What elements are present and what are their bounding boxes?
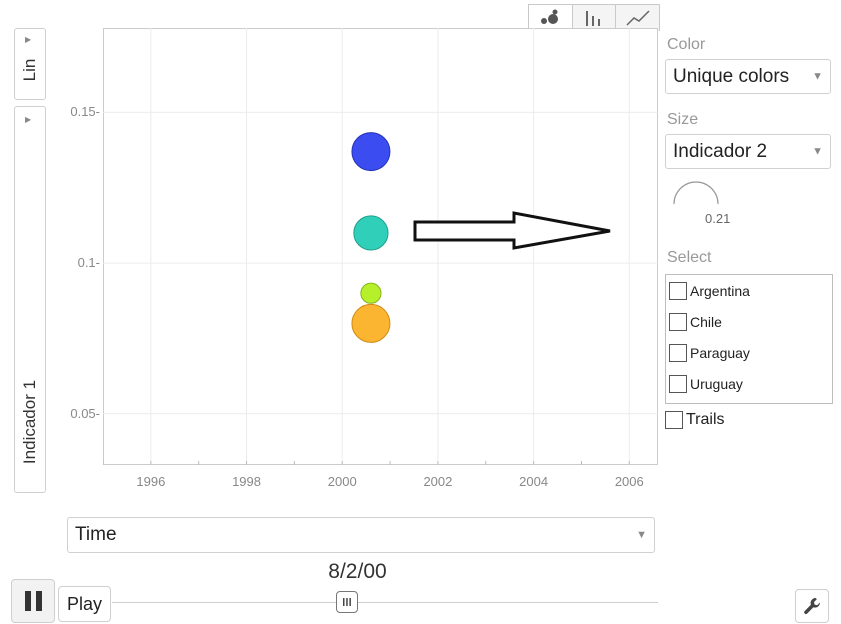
bubble-chart-icon	[541, 9, 559, 24]
x-tick-label: 1998	[232, 474, 261, 489]
x-axis-selector[interactable]: Time ▼	[67, 517, 655, 553]
settings-wrench-button[interactable]	[795, 589, 829, 623]
current-time-label: 8/2/00	[328, 560, 387, 583]
y-tick-label: 0.15-	[70, 104, 100, 120]
chevron-down-icon: ▼	[812, 145, 823, 157]
y-scale-label: Lin	[20, 58, 39, 81]
x-tick-label: 1996	[136, 474, 166, 489]
color-dropdown-value: Unique colors	[673, 66, 790, 87]
y-axis-selector[interactable]: ▶ Indicador 1	[14, 106, 46, 493]
tab-line-chart[interactable]	[615, 5, 660, 31]
trails-checkbox[interactable]	[665, 411, 683, 429]
trails-label: Trails	[686, 411, 725, 428]
size-gauge-value: 0.21	[705, 211, 731, 226]
list-item[interactable]: Paraguay	[669, 342, 750, 364]
checkbox-argentina[interactable]	[669, 282, 687, 300]
y-axis-dropdown-arrow-icon: ▶	[25, 115, 32, 124]
color-dropdown[interactable]: Unique colors ▼	[665, 59, 831, 94]
list-item[interactable]: Argentina	[669, 280, 750, 302]
size-dropdown-value: Indicador 2	[673, 141, 768, 162]
list-item-label: Chile	[690, 314, 722, 330]
x-tick-label: 2004	[519, 474, 549, 489]
tab-bubble-chart[interactable]	[529, 5, 572, 31]
pause-button[interactable]	[11, 579, 55, 623]
select-label: Select	[667, 249, 712, 266]
bubble-point[interactable]	[351, 132, 391, 172]
grip-icon	[342, 598, 351, 606]
trails-toggle[interactable]: Trails	[665, 409, 725, 431]
checkbox-paraguay[interactable]	[669, 344, 687, 362]
x-tick-label: 2002	[423, 474, 453, 489]
bubble-point[interactable]	[360, 282, 382, 304]
wrench-icon	[804, 598, 821, 615]
bubble-point[interactable]	[353, 215, 389, 251]
scale-dropdown-arrow-icon: ▶	[25, 35, 32, 44]
pause-icon-bar	[36, 591, 42, 611]
select-listbox: Argentina Chile Paraguay Uruguay	[665, 274, 833, 404]
right-arrow-annotation	[413, 211, 611, 250]
time-slider-thumb[interactable]	[335, 591, 358, 613]
y-scale-button[interactable]: ▶ Lin	[14, 28, 46, 100]
chevron-down-icon: ▼	[636, 529, 647, 541]
size-dropdown[interactable]: Indicador 2 ▼	[665, 134, 831, 169]
tab-bar-chart[interactable]	[571, 5, 616, 31]
bubble-chart[interactable]	[103, 28, 658, 465]
chart-type-tabs	[528, 4, 660, 31]
y-tick-label: 0.05-	[70, 405, 100, 421]
x-tick-label: 2000	[327, 474, 357, 489]
checkbox-uruguay[interactable]	[669, 375, 687, 393]
pause-icon	[25, 591, 31, 611]
x-axis-label: Time	[75, 524, 117, 545]
size-gauge-icon	[673, 181, 719, 205]
time-slider-track[interactable]	[112, 602, 658, 603]
list-item-label: Argentina	[690, 283, 750, 299]
list-item[interactable]: Chile	[669, 311, 722, 333]
chevron-down-icon: ▼	[812, 70, 823, 82]
list-item[interactable]: Uruguay	[669, 373, 743, 395]
list-item-label: Paraguay	[690, 345, 750, 361]
bar-chart-icon	[586, 11, 600, 26]
x-tick-label: 2006	[614, 474, 644, 489]
play-button[interactable]: Play	[58, 586, 111, 622]
color-label: Color	[667, 36, 706, 53]
checkbox-chile[interactable]	[669, 313, 687, 331]
bubble-point[interactable]	[351, 303, 391, 343]
size-label: Size	[667, 111, 699, 128]
y-axis-label: Indicador 1	[20, 379, 39, 465]
line-chart-icon	[626, 10, 650, 26]
y-tick-label: 0.1-	[77, 255, 100, 271]
list-item-label: Uruguay	[690, 376, 743, 392]
